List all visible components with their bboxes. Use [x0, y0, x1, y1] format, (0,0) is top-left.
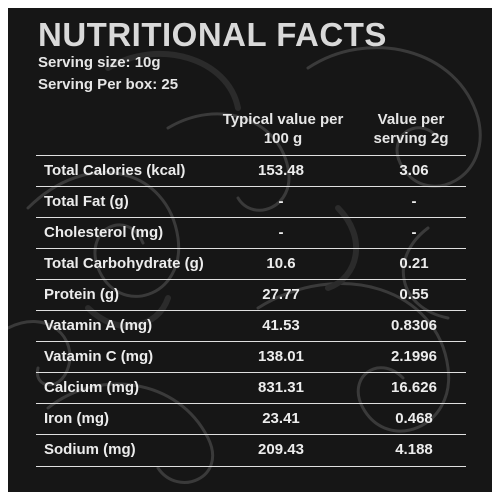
nutrient-name: Protein (g) — [44, 286, 119, 303]
column-header-per-serving-line1: Value per — [377, 111, 445, 128]
value-per-serving: 16.626 — [391, 379, 437, 396]
nutrient-name: Vatamin A (mg) — [44, 317, 153, 334]
nutrient-name: Cholesterol (mg) — [44, 224, 164, 241]
nutrient-name: Calcium (mg) — [44, 379, 140, 396]
nutrient-name: Total Calories (kcal) — [44, 162, 186, 179]
column-header-per-100g-line2: 100 g — [263, 130, 303, 147]
column-header-per-serving: Value per serving 2g — [363, 110, 459, 148]
serving-per-box: Serving Per box: 25 — [38, 76, 179, 93]
nutrient-name: Total Carbohydrate (g) — [44, 255, 204, 272]
value-per-serving: 0.55 — [399, 286, 429, 303]
column-header-per-100g: Typical value per 100 g — [208, 110, 358, 148]
column-header-per-serving-line2: serving 2g — [373, 130, 449, 147]
table-row: Total Carbohydrate (g) 10.6 0.21 — [36, 248, 466, 279]
nutrient-name: Iron (mg) — [44, 410, 109, 427]
value-per-serving: 0.8306 — [391, 317, 437, 334]
value-per-100g: 41.53 — [262, 317, 300, 334]
nutrient-name: Total Fat (g) — [44, 193, 129, 210]
swirl-ornament-background — [8, 46, 482, 484]
value-per-100g: - — [278, 193, 284, 210]
value-per-serving: 3.06 — [399, 162, 429, 179]
value-per-100g: 23.41 — [262, 410, 300, 427]
value-per-100g: 831.31 — [258, 379, 304, 396]
nutrition-table: Total Calories (kcal) 153.48 3.06 Total … — [36, 155, 466, 467]
label-title: NUTRITIONAL FACTS — [38, 16, 387, 53]
value-per-100g: 209.43 — [258, 441, 304, 458]
value-per-100g: 138.01 — [258, 348, 304, 365]
table-row: Vatamin A (mg) 41.53 0.8306 — [36, 310, 466, 341]
column-header-per-100g-line1: Typical value per — [222, 111, 344, 128]
value-per-100g: 10.6 — [266, 255, 296, 272]
value-per-100g: 153.48 — [258, 162, 304, 179]
value-per-serving: - — [411, 224, 417, 241]
nutrition-label: NUTRITIONAL FACTS Serving size: 10g Serv… — [8, 8, 492, 492]
value-per-100g: - — [278, 224, 284, 241]
table-row: Sodium (mg) 209.43 4.188 — [36, 434, 466, 467]
nutrient-name: Sodium (mg) — [44, 441, 136, 458]
value-per-100g: 27.77 — [262, 286, 300, 303]
value-per-serving: - — [411, 193, 417, 210]
table-row: Calcium (mg) 831.31 16.626 — [36, 372, 466, 403]
nutrient-name: Vatamin C (mg) — [44, 348, 154, 365]
serving-size: Serving size: 10g — [38, 54, 161, 71]
table-row: Total Fat (g) - - — [36, 186, 466, 217]
table-row: Total Calories (kcal) 153.48 3.06 — [36, 155, 466, 186]
table-row: Iron (mg) 23.41 0.468 — [36, 403, 466, 434]
table-row: Cholesterol (mg) - - — [36, 217, 466, 248]
table-row: Protein (g) 27.77 0.55 — [36, 279, 466, 310]
table-row: Vatamin C (mg) 138.01 2.1996 — [36, 341, 466, 372]
value-per-serving: 4.188 — [395, 441, 433, 458]
value-per-serving: 0.468 — [395, 410, 433, 427]
value-per-serving: 0.21 — [399, 255, 429, 272]
value-per-serving: 2.1996 — [391, 348, 437, 365]
